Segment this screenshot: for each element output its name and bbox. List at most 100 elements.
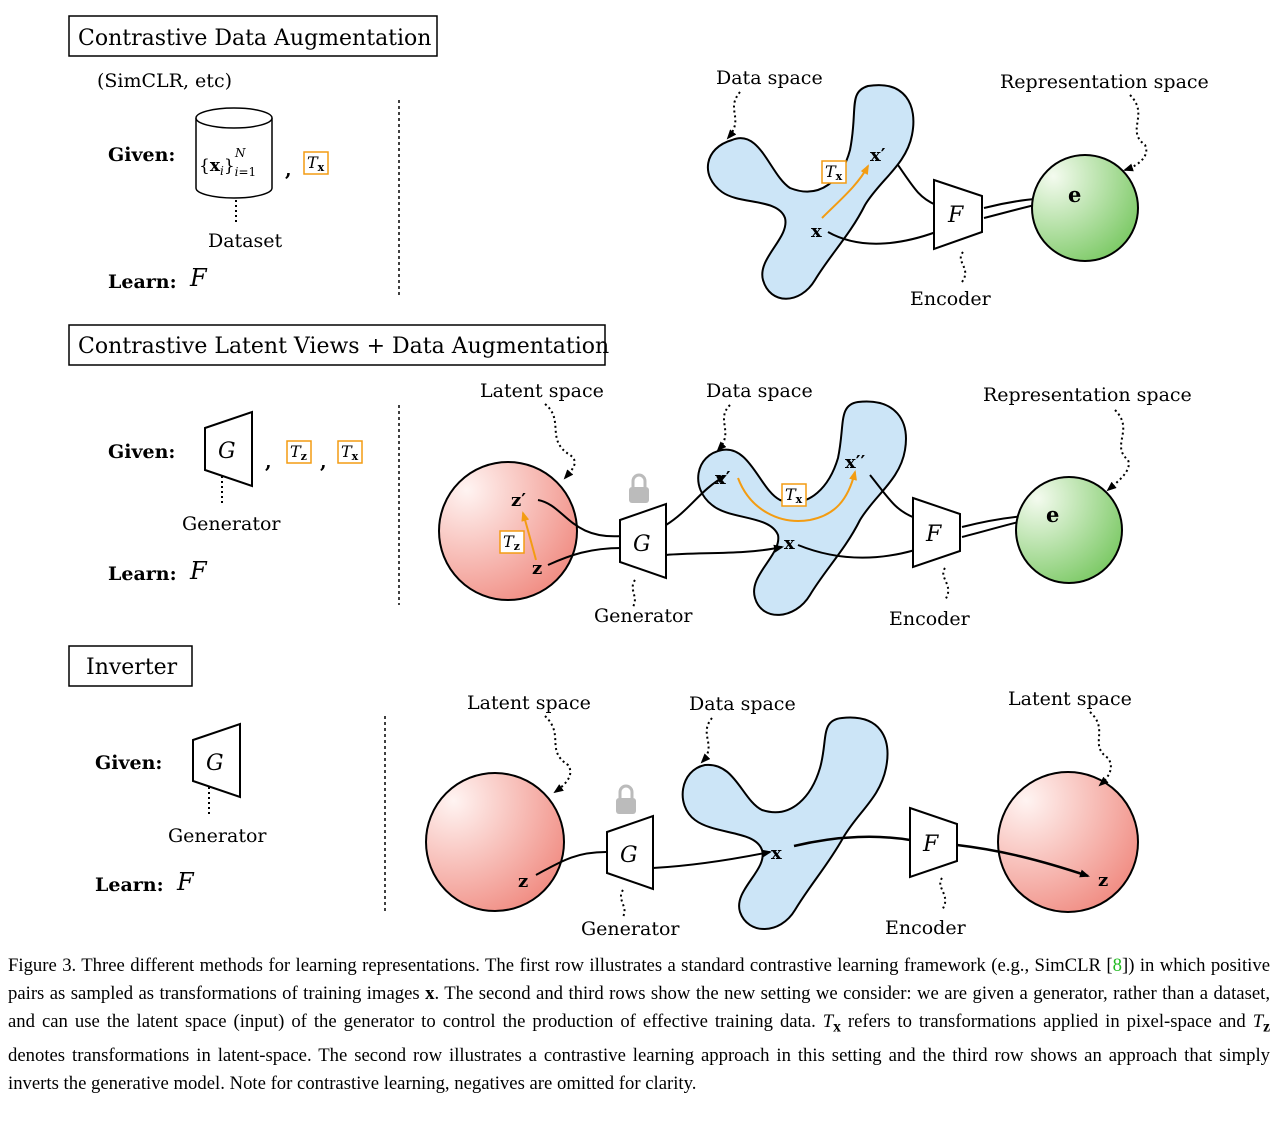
row2-diagram-tx: Tx (785, 485, 803, 506)
row2-diagram-G: G (633, 532, 651, 557)
row2-line-zprime-to-G (537, 499, 623, 538)
row2-tx: Tx (341, 442, 359, 463)
row2-tz-box (286, 440, 312, 464)
row3-z-out: z (1098, 870, 1108, 891)
row1-subtitle: (SimCLR, etc) (97, 70, 232, 92)
row1-encoder-label: Encoder (910, 288, 992, 310)
row2-encoder-label: Encoder (889, 608, 971, 630)
row2-z: z (532, 558, 542, 579)
row3-latent-space-label-left: Latent space (467, 692, 591, 714)
row2-latent-pointer (544, 403, 576, 480)
row2-data-space-pointer (716, 404, 731, 452)
row2-generator-label: Generator (182, 513, 281, 535)
row2-latent-space-label: Latent space (480, 380, 604, 402)
row3-learn-label: Learn: (95, 874, 164, 896)
row2-representation-space-label: Representation space (983, 384, 1192, 406)
row2-line-xdprime-to-F (869, 474, 916, 519)
row3-title: Inverter (86, 655, 178, 680)
row1-encoder-trapezoid (933, 178, 983, 251)
caption-ref-link[interactable]: 8 (1112, 955, 1122, 976)
row3-arrow-G-to-x (652, 849, 772, 869)
row3-given-label: Given: (95, 752, 162, 774)
figure-diagram: Contrastive Data Augmentation (SimCLR, e… (68, 15, 1209, 940)
row2-learn-label: Learn: (108, 563, 177, 585)
caption-part-5: denotes transformations in latent-space.… (8, 1044, 1270, 1094)
row2-encoder-pointer (942, 567, 950, 601)
row2-x: x (784, 533, 795, 554)
row3-latent-space-circle-left (425, 772, 565, 912)
dataset-label: Dataset (208, 230, 283, 252)
row2-z-prime: z′ (511, 490, 526, 511)
row2-encoder-trapezoid (912, 496, 961, 569)
row2-data-space-label: Data space (706, 380, 813, 402)
row1-title-box (68, 15, 438, 57)
row3-latent-pointer-left (544, 715, 572, 794)
row1-data-space-blob (706, 84, 915, 300)
row3-generator-diagram-label: Generator (581, 918, 680, 940)
row1-given-label: Given: (108, 144, 175, 166)
row3-generator-pointer-2 (620, 889, 626, 919)
row2-lock-icon (629, 473, 649, 503)
row1-tx-arrow (821, 164, 869, 219)
row2-generator-pointer-2 (631, 579, 636, 609)
row2-tx-box (337, 440, 363, 464)
dataset-cylinder-icon (195, 107, 273, 199)
caption-tx-sub: x (833, 1018, 841, 1036)
row2-x-prime: x′ (715, 468, 731, 489)
row3-z: z (518, 871, 528, 892)
row2-tz-arrow (521, 511, 537, 561)
row3-line-x-to-F (793, 835, 911, 848)
row1-diagram-tx-box (821, 160, 847, 184)
row2-learn-symbol: F (189, 557, 208, 585)
row1-data-space-label: Data space (716, 67, 823, 89)
row2-representation-space-circle (1015, 476, 1123, 584)
row1-representation-space-circle (1031, 154, 1139, 262)
figure-caption: Figure 3. Three different methods for le… (8, 952, 1270, 1098)
row1-diagram-tx: Tx (825, 162, 843, 183)
row3-data-space-label: Data space (689, 693, 796, 715)
caption-tx-symbol: T (822, 1011, 834, 1032)
row3-lock-icon (616, 784, 636, 814)
row2-line-x-to-F (797, 544, 916, 559)
caption-part-1: Figure 3. Three different methods for le… (8, 955, 1113, 976)
caption-part-2: ]) in which positive pairs as sampled as… (8, 955, 1271, 1004)
row2-given-label: Given: (108, 441, 175, 463)
row1-line-xprime-to-F (897, 164, 937, 206)
row3-line-z-to-G (535, 851, 607, 876)
row2-comma-1: , (265, 451, 272, 473)
row3-latent-space-circle-right (997, 771, 1139, 913)
row2-line-z-to-G (547, 547, 623, 566)
caption-tz-sub: z (1263, 1018, 1271, 1036)
row3-diagram-G: G (620, 843, 638, 868)
row2-arrow-G-to-xprime (665, 475, 727, 526)
row1-F: F (947, 203, 964, 228)
row1-encoder-pointer (959, 251, 967, 283)
row3-encoder-trapezoid (909, 806, 958, 879)
row2-generator-trapezoid (619, 502, 667, 580)
row1-learn-label: Learn: (108, 271, 177, 293)
row1-line-x-to-F (827, 231, 937, 245)
row2-arrow-G-to-x (665, 544, 784, 556)
row2-x-dprime: x′′ (845, 452, 865, 473)
caption-tz-symbol: T (1252, 1011, 1264, 1032)
row1-title: Contrastive Data Augmentation (78, 26, 431, 51)
row3-x: x (771, 843, 782, 864)
row3-diagram-F: F (922, 832, 939, 857)
row2-e: e (1046, 502, 1059, 527)
row3-learn-symbol: F (176, 868, 195, 896)
row1-representation-pointer (1123, 94, 1148, 172)
row3-generator-trapezoid (606, 814, 654, 891)
row2-data-space-blob (697, 400, 907, 616)
row1-x: x (811, 221, 822, 242)
row1-tx: Tx (307, 153, 325, 174)
row2-diagram-F: F (925, 522, 942, 547)
caption-x-symbol: x (425, 983, 435, 1004)
row2-generator-diagram-label: Generator (594, 605, 693, 627)
row3-data-space-pointer (700, 717, 713, 764)
row2-tx-arrow (737, 470, 857, 522)
row2-diagram-tx-box (781, 483, 807, 507)
row1-x-prime: x′ (870, 145, 886, 166)
row2-generator-icon (204, 410, 253, 488)
row3-generator-icon (192, 722, 241, 799)
row3-generator-label: Generator (168, 825, 267, 847)
